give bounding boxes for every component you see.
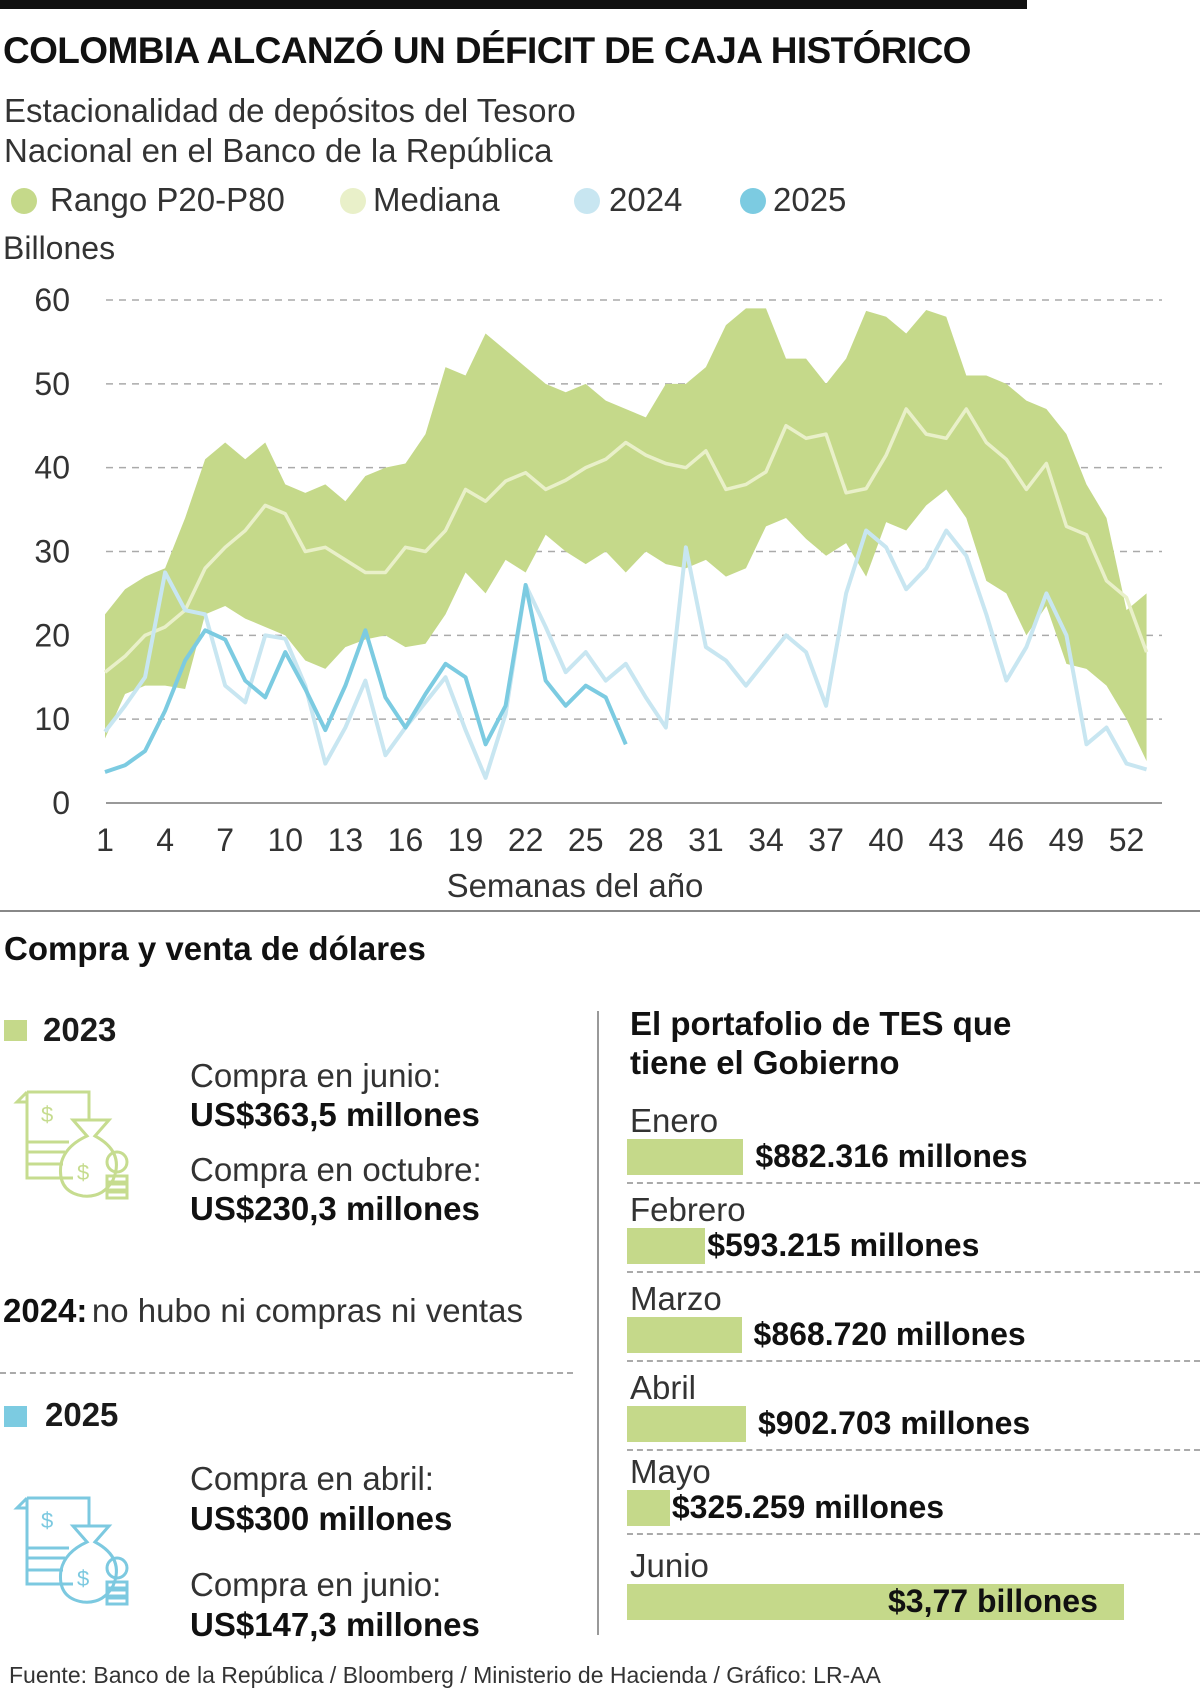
svg-text:$: $	[77, 1160, 89, 1185]
money-bag-icon: $ $	[13, 1496, 129, 1606]
tes-row-divider	[627, 1182, 1200, 1184]
tes-value-label: $593.215 millones	[707, 1227, 980, 1263]
series-line-mediana	[103, 407, 1149, 674]
x-tick-label: 40	[868, 822, 904, 858]
tes-row-divider	[627, 1449, 1200, 1451]
purchase-label-april-2025: Compra en abril:	[190, 1460, 434, 1497]
legend-label-range: Rango P20-P80	[50, 181, 285, 218]
tes-row-divider	[627, 1360, 1200, 1362]
x-tick-label: 28	[628, 822, 664, 858]
x-tick-label: 52	[1109, 822, 1145, 858]
x-tick-label: 49	[1049, 822, 1085, 858]
x-tick-label: 25	[568, 822, 604, 858]
tes-bar	[627, 1406, 746, 1442]
svg-text:$: $	[41, 1102, 53, 1127]
x-axis-label: Semanas del año	[447, 867, 704, 904]
y-tick-label: 50	[34, 366, 70, 402]
x-tick-label: 16	[388, 822, 424, 858]
y-tick-label: 10	[34, 701, 70, 737]
tes-value-label: $902.703 millones	[758, 1405, 1031, 1441]
legend-label-median: Mediana	[373, 181, 500, 218]
tes-month-label: Junio	[630, 1547, 709, 1584]
purchase-label-june-2023: Compra en junio:	[190, 1057, 442, 1094]
tes-bar	[627, 1228, 706, 1264]
tes-bar	[627, 1490, 670, 1526]
x-tick-label: 37	[808, 822, 844, 858]
legend-label-2025: 2025	[773, 181, 847, 218]
series-line-2025	[104, 583, 628, 774]
source-note: Fuente: Banco de la República / Bloomber…	[9, 1662, 881, 1688]
tes-value-label: $3,77 billones	[888, 1583, 1098, 1619]
top-rule	[0, 0, 1027, 9]
vertical-divider	[597, 1011, 599, 1635]
purchase-value-june-2025: US$147,3 millones	[190, 1606, 480, 1643]
legend-square-2023	[4, 1020, 27, 1041]
x-tick-label: 7	[216, 822, 234, 858]
tes-month-label: Enero	[630, 1102, 719, 1139]
legend-dot-median	[340, 188, 366, 214]
page-title: COLOMBIA ALCANZÓ UN DÉFICIT DE CAJA HIST…	[3, 30, 971, 71]
purchase-label-october-2023: Compra en octubre:	[190, 1151, 482, 1188]
svg-text:$: $	[77, 1566, 89, 1591]
tes-value-label: $868.720 millones	[753, 1316, 1026, 1352]
tes-row-divider	[627, 1533, 1200, 1535]
year-2024: 2024:	[3, 1292, 88, 1329]
money-bag-icon: $ $	[13, 1090, 129, 1200]
y-tick-label: 60	[34, 282, 70, 318]
tes-month-label: Febrero	[630, 1191, 746, 1228]
x-tick-label: 34	[748, 822, 784, 858]
year-2023: 2023	[43, 1011, 117, 1048]
y-tick-label: 30	[34, 534, 70, 570]
y-tick-label: 20	[34, 617, 70, 653]
tes-value-label: $882.316 millones	[755, 1138, 1028, 1174]
purchase-value-october-2023: US$230,3 millones	[190, 1190, 480, 1227]
section-divider	[0, 910, 1200, 912]
tes-month-label: Mayo	[630, 1453, 711, 1490]
legend-dot-2025	[740, 188, 766, 214]
purchase-value-april-2025: US$300 millones	[190, 1500, 453, 1537]
tes-bar	[627, 1317, 742, 1353]
y-axis-unit: Billones	[3, 230, 116, 266]
tes-month-label: Abril	[630, 1369, 697, 1406]
tes-month-label: Marzo	[630, 1280, 722, 1317]
year-2025: 2025	[45, 1396, 119, 1433]
x-tick-label: 31	[688, 822, 724, 858]
x-tick-label: 4	[156, 822, 174, 858]
dashed-divider	[0, 1372, 573, 1374]
purchase-label-june-2025: Compra en junio:	[190, 1566, 442, 1603]
x-tick-label: 1	[96, 822, 114, 858]
note-2024: 2024: no hubo ni compras ni ventas	[3, 1292, 523, 1330]
subtitle-line-1: Estacionalidad de depósitos del Tesoro	[4, 92, 576, 129]
purchase-value-june-2023: US$363,5 millones	[190, 1096, 480, 1133]
note-2024-text: no hubo ni compras ni ventas	[91, 1292, 523, 1329]
legend-dot-range	[11, 188, 37, 214]
legend-dot-2024	[574, 188, 600, 214]
x-tick-label: 10	[267, 822, 303, 858]
dollars-title: Compra y venta de dólares	[4, 930, 426, 967]
y-tick-label: 0	[52, 785, 70, 821]
subtitle-line-2: Nacional en el Banco de la República	[4, 132, 553, 169]
series-line-2024	[103, 528, 1148, 780]
tes-bar	[627, 1139, 744, 1175]
tes-row-divider	[627, 1271, 1200, 1273]
y-tick-label: 40	[34, 450, 70, 486]
x-tick-label: 22	[508, 822, 544, 858]
tes-title-line-2: tiene el Gobierno	[630, 1044, 900, 1081]
band-p20-p80	[105, 308, 1147, 762]
legend-square-2025	[4, 1406, 27, 1427]
svg-text:$: $	[41, 1508, 53, 1533]
tes-title-line-1: El portafolio de TES que	[630, 1005, 1012, 1042]
tes-value-label: $325.259 millones	[671, 1489, 945, 1525]
tes-bar	[627, 1584, 1124, 1620]
x-tick-label: 13	[328, 822, 364, 858]
legend-label-2024: 2024	[609, 181, 683, 218]
x-tick-label: 43	[928, 822, 964, 858]
deposits-chart: 0 10 20 30 40 50 60 1 4 7 10 13 16 19 22 25 28 31 34 37 40 4…	[34, 282, 1162, 904]
x-tick-label: 46	[989, 822, 1025, 858]
x-tick-label: 19	[448, 822, 484, 858]
